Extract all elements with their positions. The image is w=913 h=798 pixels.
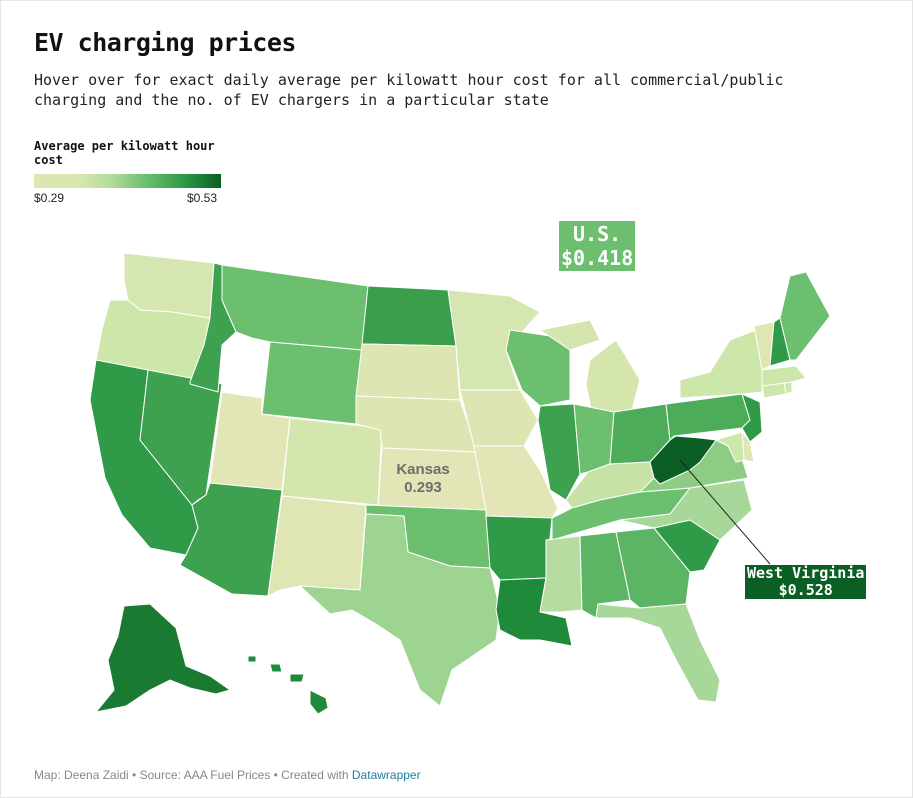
state-FL[interactable] (595, 603, 721, 703)
state-WV[interactable] (649, 435, 717, 485)
us-label-value: $0.418 (561, 246, 634, 270)
us-average-label: U.S. $0.418 (559, 221, 636, 271)
state-IA[interactable] (459, 389, 539, 447)
wv-label-value: $0.528 (778, 581, 833, 599)
state-MD[interactable] (714, 431, 745, 463)
state-NM[interactable] (267, 495, 367, 597)
legend-max-label: $0.53 (187, 191, 218, 205)
datawrapper-link[interactable]: Datawrapper (351, 768, 421, 782)
state-NY[interactable] (679, 329, 765, 399)
legend-min-label: $0.29 (34, 191, 65, 205)
kansas-label: Kansas 0.293 (388, 461, 458, 497)
state-WY[interactable] (261, 341, 363, 425)
state-NC[interactable] (619, 479, 753, 541)
state-MN[interactable] (447, 289, 541, 391)
state-HI[interactable] (247, 655, 329, 715)
state-ME[interactable] (779, 271, 831, 361)
state-ND[interactable] (361, 285, 457, 347)
state-MA[interactable] (761, 365, 807, 387)
kansas-label-name: Kansas (396, 461, 450, 478)
state-TX[interactable] (298, 513, 501, 707)
footer-credit-text: Map: Deena Zaidi • Source: AAA Fuel Pric… (34, 768, 352, 782)
legend-color-bar (34, 174, 221, 188)
kansas-label-value: 0.293 (404, 479, 442, 496)
chart-title: EV charging prices (34, 28, 296, 57)
legend-title: Average per kilowatt hour cost (34, 139, 215, 167)
state-MO[interactable] (473, 445, 559, 519)
state-RI[interactable] (783, 381, 793, 395)
state-MS[interactable] (539, 535, 583, 613)
chart-subtitle: Hover over for exact daily average per k… (34, 71, 784, 109)
state-AK[interactable] (94, 603, 232, 713)
wv-label-name: West Virginia (747, 564, 865, 582)
state-SD[interactable] (355, 343, 461, 401)
footer-credit: Map: Deena Zaidi • Source: AAA Fuel Pric… (34, 768, 421, 782)
state-AR[interactable] (485, 515, 553, 581)
state-CO[interactable] (281, 417, 383, 506)
us-label-name: U.S. (573, 222, 622, 246)
wv-leader-line (679, 459, 771, 565)
west-virginia-label: West Virginia $0.528 (745, 564, 867, 599)
state-IN[interactable] (573, 403, 615, 475)
state-MT[interactable] (221, 264, 369, 351)
state-NV[interactable] (139, 369, 223, 506)
